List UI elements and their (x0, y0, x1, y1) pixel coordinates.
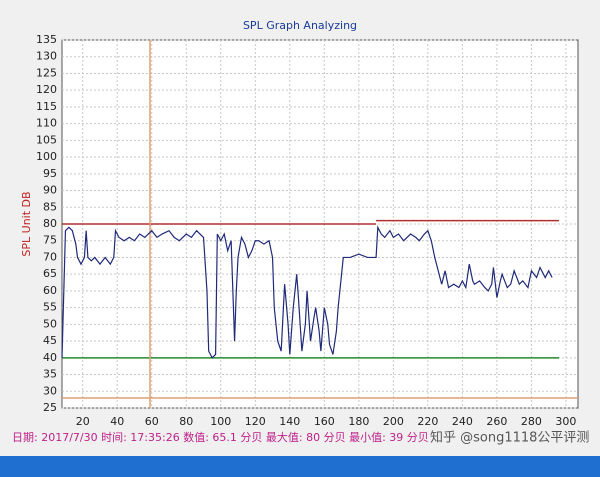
y-tick-label: 105 (36, 133, 57, 146)
x-tick-label: 300 (555, 415, 576, 428)
y-tick-label: 60 (43, 284, 57, 297)
x-tick-label: 120 (245, 415, 266, 428)
y-tick-label: 90 (43, 184, 57, 197)
y-tick-label: 45 (43, 334, 57, 347)
y-tick-label: 120 (36, 83, 57, 96)
y-tick-label: 110 (36, 117, 57, 130)
y-tick-label: 55 (43, 301, 57, 314)
x-tick-label: 200 (383, 415, 404, 428)
x-tick-label: 160 (314, 415, 335, 428)
y-tick-label: 30 (43, 384, 57, 397)
y-tick-label: 50 (43, 317, 57, 330)
y-tick-label: 85 (43, 200, 57, 213)
chart-title: SPL Graph Analyzing (243, 19, 357, 32)
y-tick-label: 100 (36, 150, 57, 163)
x-tick-label: 20 (76, 415, 90, 428)
y-tick-label: 80 (43, 217, 57, 230)
taskbar (0, 456, 600, 477)
y-tick-label: 40 (43, 351, 57, 364)
x-tick-label: 260 (486, 415, 507, 428)
x-tick-label: 60 (145, 415, 159, 428)
watermark: 知乎 @song1118公平评测 (430, 430, 589, 446)
y-tick-label: 130 (36, 50, 57, 63)
x-tick-label: 100 (210, 415, 231, 428)
y-tick-label: 35 (43, 368, 57, 381)
y-tick-label: 70 (43, 250, 57, 263)
x-tick-label: 80 (179, 415, 193, 428)
y-tick-label: 95 (43, 167, 57, 180)
x-tick-label: 280 (521, 415, 542, 428)
x-tick-label: 140 (279, 415, 300, 428)
x-tick-label: 240 (452, 415, 473, 428)
y-tick-label: 75 (43, 234, 57, 247)
y-axis-label: SPL Unit DB (20, 191, 33, 256)
status-text: 日期: 2017/7/30 时间: 17:35:26 数值: 65.1 分贝 最… (12, 430, 429, 444)
x-tick-label: 220 (417, 415, 438, 428)
x-tick-label: 40 (110, 415, 124, 428)
data-line (61, 225, 553, 359)
y-tick-label: 125 (36, 66, 57, 79)
x-tick-label: 180 (348, 415, 369, 428)
y-tick-label: 25 (43, 401, 57, 414)
y-tick-label: 115 (36, 100, 57, 113)
y-tick-label: 135 (36, 33, 57, 46)
y-tick-label: 65 (43, 267, 57, 280)
